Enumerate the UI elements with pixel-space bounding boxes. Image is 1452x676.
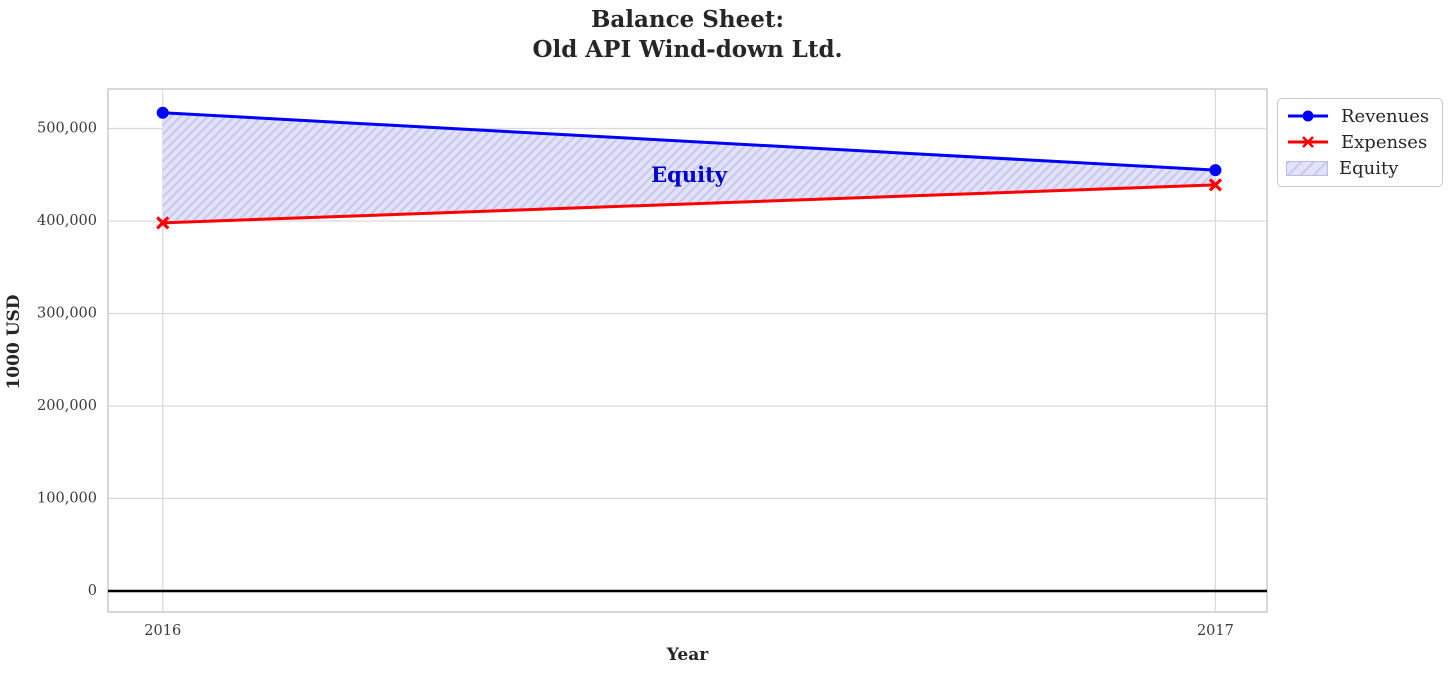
y-tick-label: 200,000 xyxy=(37,398,97,414)
y-tick-label: 300,000 xyxy=(37,305,97,321)
equity-annotation: Equity xyxy=(651,162,728,187)
legend: Revenues Expenses Equity xyxy=(1277,98,1443,187)
revenues-marker xyxy=(156,106,169,119)
expenses-line xyxy=(162,183,1216,225)
expenses-line-icon xyxy=(1288,136,1328,149)
x-tick-label: 2017 xyxy=(1197,623,1234,639)
legend-label-revenues: Revenues xyxy=(1341,105,1430,127)
y-axis-label: 1000 USD xyxy=(4,294,24,390)
equity-area xyxy=(162,112,1216,223)
y-tick-label: 500,000 xyxy=(37,120,97,136)
revenues-line xyxy=(162,111,1216,172)
revenues-line-icon xyxy=(1288,110,1328,122)
expenses-marker xyxy=(156,216,170,230)
revenues-marker xyxy=(1209,164,1222,177)
legend-label-expenses: Expenses xyxy=(1341,131,1428,153)
y-tick-label: 0 xyxy=(88,583,97,599)
x-axis-label: Year xyxy=(666,645,709,665)
y-tick-label: 100,000 xyxy=(37,491,97,507)
legend-item-equity: Equity xyxy=(1286,156,1434,182)
legend-item-revenues: Revenues xyxy=(1286,103,1434,129)
expenses-marker xyxy=(1208,178,1223,192)
equity-hatch-icon xyxy=(1286,161,1328,177)
y-tick-label: 400,000 xyxy=(37,213,97,229)
legend-item-expenses: Expenses xyxy=(1286,129,1434,155)
legend-label-equity: Equity xyxy=(1339,158,1399,180)
chart-title: Balance Sheet: Old API Wind-down Ltd. xyxy=(532,6,843,63)
x-tick-label: 2016 xyxy=(144,623,181,639)
plot-border xyxy=(107,88,1268,613)
